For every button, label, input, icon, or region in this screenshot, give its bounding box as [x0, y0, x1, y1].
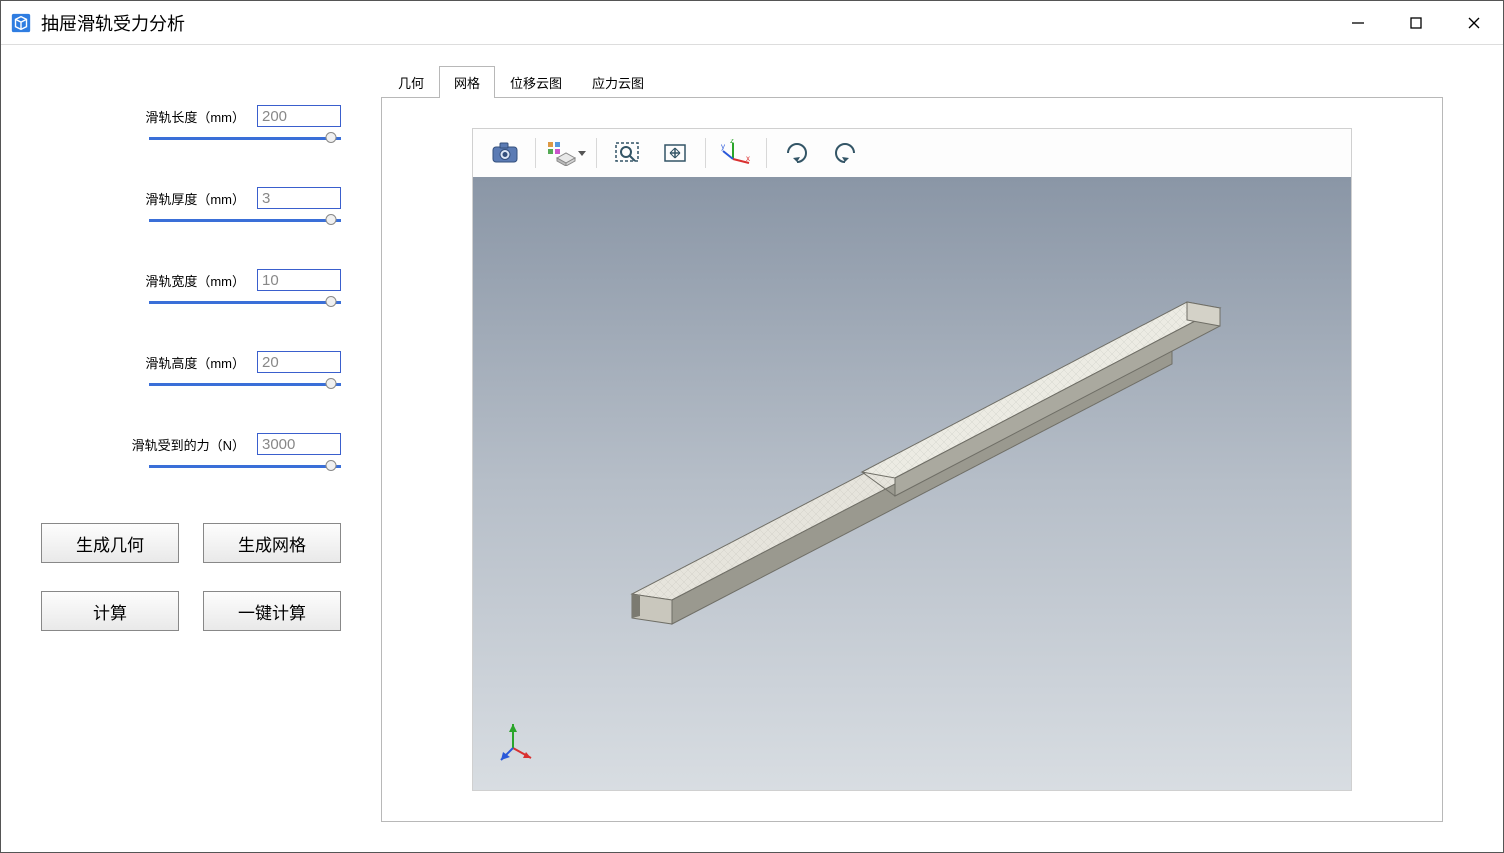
- param-label: 滑轨受到的力（N）: [132, 435, 245, 454]
- toolbar-separator: [596, 138, 597, 168]
- svg-text:x: x: [746, 154, 750, 163]
- close-button[interactable]: [1445, 1, 1503, 44]
- main-area: 几何网格位移云图应力云图 z x y: [381, 45, 1503, 852]
- title-bar: 抽屉滑轨受力分析: [1, 1, 1503, 45]
- toolbar-separator: [535, 138, 536, 168]
- compute-button[interactable]: 计算: [41, 591, 179, 631]
- svg-text:z: z: [730, 139, 734, 145]
- param-label: 滑轨厚度（mm）: [145, 189, 245, 208]
- param-row: 滑轨长度（mm）: [41, 105, 341, 145]
- fit-icon[interactable]: [653, 134, 697, 172]
- action-button-grid: 生成几何 生成网格 计算 一键计算: [41, 523, 341, 631]
- orientation-triad-icon: [499, 718, 539, 764]
- param-row: 滑轨厚度（mm）: [41, 187, 341, 227]
- tab-几何[interactable]: 几何: [383, 66, 439, 98]
- param-row: 滑轨受到的力（N）: [41, 433, 341, 473]
- tab-位移云图[interactable]: 位移云图: [495, 66, 577, 98]
- svg-text:y: y: [721, 142, 725, 151]
- param-slider[interactable]: [149, 131, 341, 145]
- toolbar-separator: [766, 138, 767, 168]
- param-slider[interactable]: [149, 213, 341, 227]
- viewer-toolbar: z x y: [473, 129, 1351, 177]
- viewer: z x y: [472, 128, 1352, 791]
- rotate-ccw-icon[interactable]: [823, 134, 867, 172]
- param-row: 滑轨宽度（mm）: [41, 269, 341, 309]
- generate-geometry-button[interactable]: 生成几何: [41, 523, 179, 563]
- param-label: 滑轨宽度（mm）: [145, 271, 245, 290]
- param-input[interactable]: [257, 187, 341, 209]
- param-row: 滑轨高度（mm）: [41, 351, 341, 391]
- param-slider[interactable]: [149, 377, 341, 391]
- cube-icon[interactable]: [544, 134, 588, 172]
- zoom-area-icon[interactable]: [605, 134, 649, 172]
- window-controls: [1329, 1, 1503, 44]
- generate-mesh-button[interactable]: 生成网格: [203, 523, 341, 563]
- tab-网格[interactable]: 网格: [439, 66, 495, 98]
- app-window: 抽屉滑轨受力分析 滑轨长度（mm） 滑轨厚度（mm）: [0, 0, 1504, 853]
- rotate-cw-icon[interactable]: [775, 134, 819, 172]
- parameter-panel: 滑轨长度（mm） 滑轨厚度（mm） 滑轨宽度（mm） 滑轨高度（mm）: [1, 45, 381, 852]
- tabs: 几何网格位移云图应力云图: [383, 65, 1443, 97]
- compute-all-button[interactable]: 一键计算: [203, 591, 341, 631]
- app-icon: [9, 11, 33, 35]
- rail-mesh: [592, 274, 1232, 694]
- axes-icon[interactable]: z x y: [714, 134, 758, 172]
- param-label: 滑轨长度（mm）: [145, 107, 245, 126]
- window-title: 抽屉滑轨受力分析: [41, 10, 1329, 36]
- param-slider[interactable]: [149, 459, 341, 473]
- param-input[interactable]: [257, 433, 341, 455]
- param-input[interactable]: [257, 351, 341, 373]
- app-body: 滑轨长度（mm） 滑轨厚度（mm） 滑轨宽度（mm） 滑轨高度（mm）: [1, 45, 1503, 852]
- param-input[interactable]: [257, 105, 341, 127]
- viewer-canvas[interactable]: [473, 177, 1351, 790]
- param-slider[interactable]: [149, 295, 341, 309]
- camera-icon[interactable]: [483, 134, 527, 172]
- tab-应力云图[interactable]: 应力云图: [577, 66, 659, 98]
- toolbar-separator: [705, 138, 706, 168]
- param-label: 滑轨高度（mm）: [145, 353, 245, 372]
- tab-panel: z x y: [381, 97, 1443, 822]
- minimize-button[interactable]: [1329, 1, 1387, 44]
- param-input[interactable]: [257, 269, 341, 291]
- maximize-button[interactable]: [1387, 1, 1445, 44]
